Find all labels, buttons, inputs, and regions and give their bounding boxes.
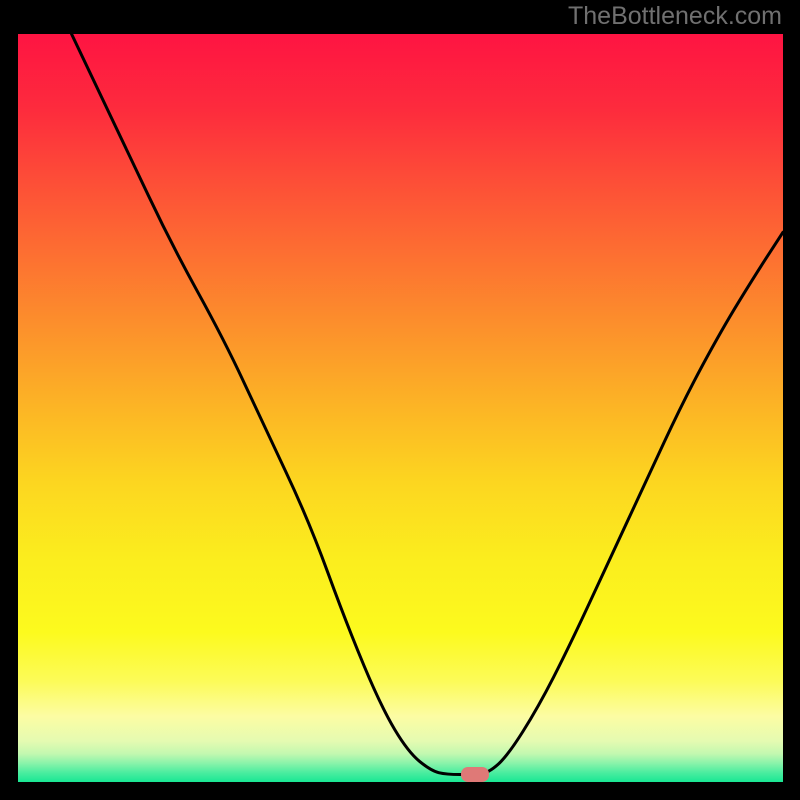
bottleneck-curve <box>18 34 783 782</box>
plot-area <box>18 34 783 782</box>
chart-frame: TheBottleneck.com <box>0 0 800 800</box>
optimal-marker <box>461 767 489 782</box>
watermark-text: TheBottleneck.com <box>568 2 782 31</box>
